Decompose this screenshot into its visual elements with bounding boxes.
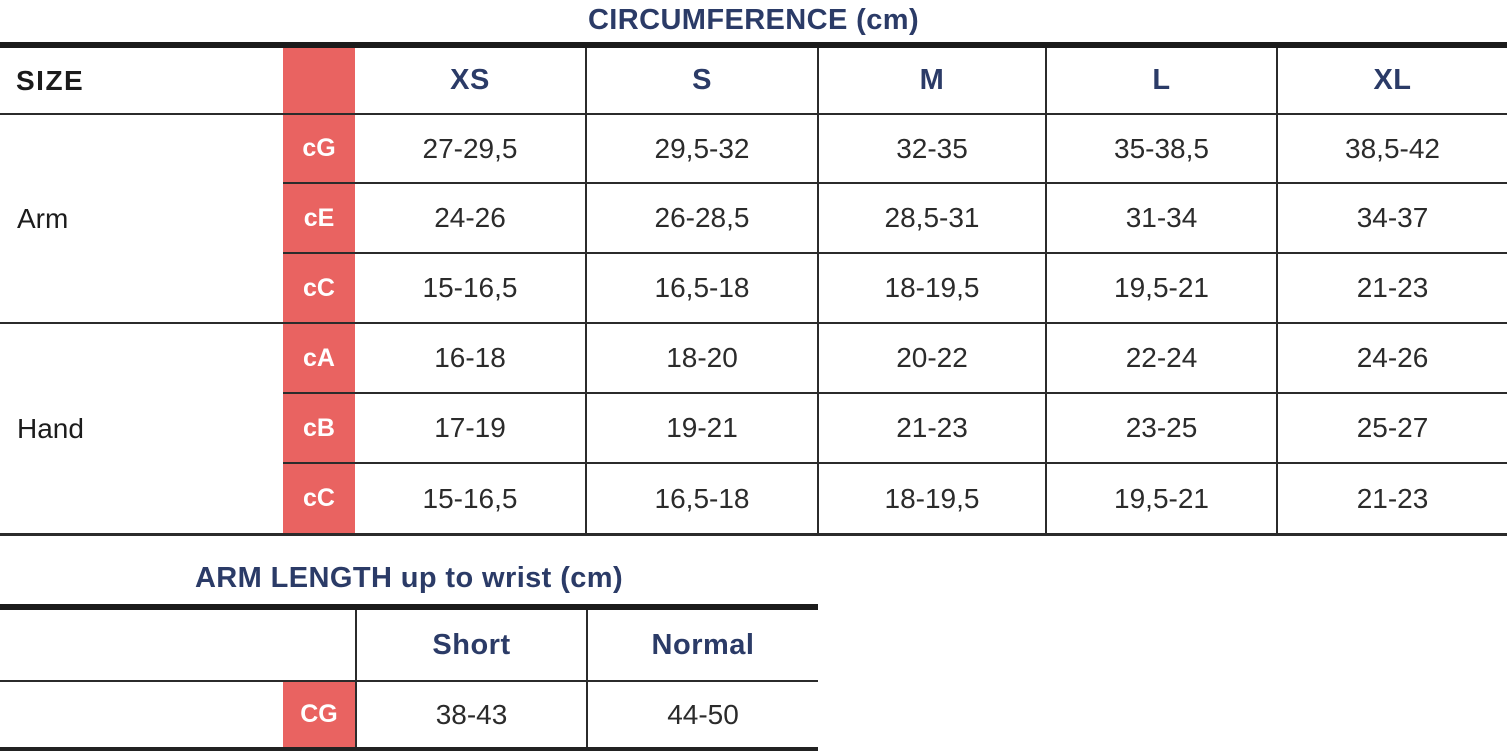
code-cell-cg-length: CG	[283, 680, 355, 747]
col-header-xl: XL	[1276, 48, 1507, 113]
circumference-table: SIZE XS S M L XL Arm cG 27-29,5 29,5-32 …	[0, 42, 1507, 536]
col-header-m: M	[817, 48, 1045, 113]
value-cell-hand-ca-m: 20-22	[817, 322, 1045, 392]
code-cell-arm-cc: cC	[283, 252, 355, 322]
value-cell-arm-cg-xl: 38,5-42	[1276, 113, 1507, 182]
value-cell-hand-ca-xl: 24-26	[1276, 322, 1507, 392]
arm-length-table-title: ARM LENGTH up to wrist (cm)	[194, 562, 624, 594]
value-cell-arm-cg-m: 32-35	[817, 113, 1045, 182]
value-cell-arm-cc-xl: 21-23	[1276, 252, 1507, 322]
value-cell-hand-cc-xl: 21-23	[1276, 462, 1507, 533]
value-cell-hand-ca-xs: 16-18	[355, 322, 585, 392]
value-cell-arm-ce-s: 26-28,5	[585, 182, 817, 252]
col-header-normal: Normal	[586, 610, 818, 680]
code-cell-ce: cE	[283, 182, 355, 252]
value-cell-arm-cc-xs: 15-16,5	[355, 252, 585, 322]
col-header-l: L	[1045, 48, 1276, 113]
value-cell-length-normal: 44-50	[586, 680, 818, 747]
value-cell-hand-cc-l: 19,5-21	[1045, 462, 1276, 533]
value-cell-hand-cb-m: 21-23	[817, 392, 1045, 462]
col-header-short: Short	[355, 610, 586, 680]
value-cell-arm-ce-m: 28,5-31	[817, 182, 1045, 252]
group-label-arm: Arm	[0, 113, 283, 322]
value-cell-hand-cb-s: 19-21	[585, 392, 817, 462]
value-cell-arm-ce-xl: 34-37	[1276, 182, 1507, 252]
value-cell-hand-cc-s: 16,5-18	[585, 462, 817, 533]
measure-code-header-cell	[283, 48, 355, 113]
col-header-s: S	[585, 48, 817, 113]
code-cell-hand-cc: cC	[283, 462, 355, 533]
code-cell-cb: cB	[283, 392, 355, 462]
value-cell-hand-ca-l: 22-24	[1045, 322, 1276, 392]
code-cell-ca: cA	[283, 322, 355, 392]
arm-length-blank-cell	[0, 680, 283, 747]
value-cell-hand-ca-s: 18-20	[585, 322, 817, 392]
value-cell-hand-cc-xs: 15-16,5	[355, 462, 585, 533]
value-cell-arm-cg-xs: 27-29,5	[355, 113, 585, 182]
col-header-xs: XS	[355, 48, 585, 113]
value-cell-arm-cc-s: 16,5-18	[585, 252, 817, 322]
value-cell-arm-cc-l: 19,5-21	[1045, 252, 1276, 322]
value-cell-hand-cb-l: 23-25	[1045, 392, 1276, 462]
value-cell-arm-ce-l: 31-34	[1045, 182, 1276, 252]
group-label-hand: Hand	[0, 322, 283, 533]
arm-length-table: Short Normal CG 38-43 44-50	[0, 604, 818, 751]
value-cell-hand-cc-m: 18-19,5	[817, 462, 1045, 533]
circumference-table-title: CIRCUMFERENCE (cm)	[587, 4, 920, 36]
size-header-label: SIZE	[0, 48, 283, 113]
value-cell-arm-cg-l: 35-38,5	[1045, 113, 1276, 182]
value-cell-arm-ce-xs: 24-26	[355, 182, 585, 252]
value-cell-arm-cg-s: 29,5-32	[585, 113, 817, 182]
value-cell-length-short: 38-43	[355, 680, 586, 747]
value-cell-hand-cb-xl: 25-27	[1276, 392, 1507, 462]
value-cell-arm-cc-m: 18-19,5	[817, 252, 1045, 322]
code-cell-cg: cG	[283, 113, 355, 182]
arm-length-blank-header-cell	[0, 610, 355, 680]
value-cell-hand-cb-xs: 17-19	[355, 392, 585, 462]
